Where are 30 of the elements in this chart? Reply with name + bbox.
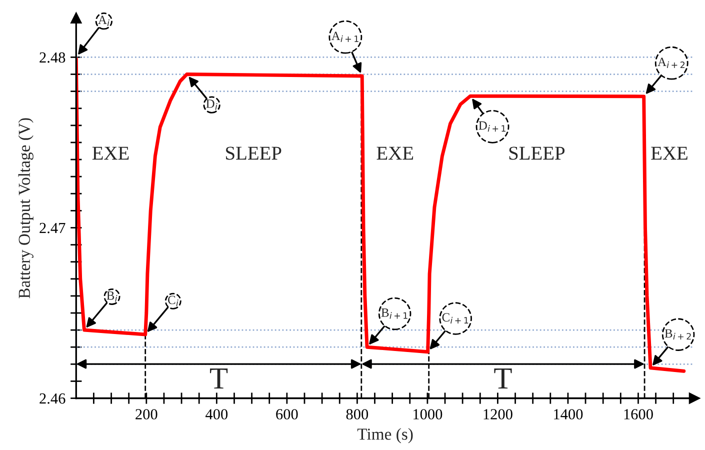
y-tick-label: 2.48 — [40, 52, 66, 63]
x-tick-label: 1600 — [624, 409, 653, 420]
annotation: SLEEP — [226, 146, 282, 160]
x-tick-label: 800 — [346, 409, 368, 420]
annotation: D$_{i}$ — [206, 100, 218, 110]
annotation: A$_{i+1}$ — [331, 32, 358, 42]
x-tick-label: 1200 — [484, 409, 512, 420]
annotation: EXE — [651, 146, 688, 160]
y-tick-label: 2.46 — [40, 393, 66, 404]
annotation: A$_{i+2}$ — [658, 58, 684, 68]
annotation: A$_{i}$ — [98, 16, 110, 26]
annotation: D$_{i+1}$ — [478, 121, 506, 132]
annotation: B$_{i}$ — [106, 291, 118, 302]
annotation: EXE — [92, 146, 129, 160]
annotation: SLEEP — [509, 146, 565, 160]
x-tick-label: 400 — [206, 409, 228, 420]
y-tick-label: 2.47 — [40, 222, 66, 234]
annotation: C$_{i}$ — [168, 296, 178, 306]
x-tick-label: 600 — [276, 409, 298, 420]
y-axis-title: Battery Output Voltage (V) — [18, 118, 34, 298]
annotation: T — [210, 368, 228, 388]
x-tick-label: 200 — [136, 409, 158, 420]
x-axis-title: Time (s) — [357, 428, 413, 444]
x-tick-label: 1000 — [414, 409, 442, 420]
annotation: C$_{i+1}$ — [442, 313, 468, 324]
annotation: B$_{i+2}$ — [664, 329, 691, 340]
annotation: B$_{i+1}$ — [381, 308, 408, 319]
annotation: EXE — [376, 146, 414, 160]
annotation: T — [494, 368, 512, 388]
x-tick-label: 1400 — [554, 409, 583, 420]
